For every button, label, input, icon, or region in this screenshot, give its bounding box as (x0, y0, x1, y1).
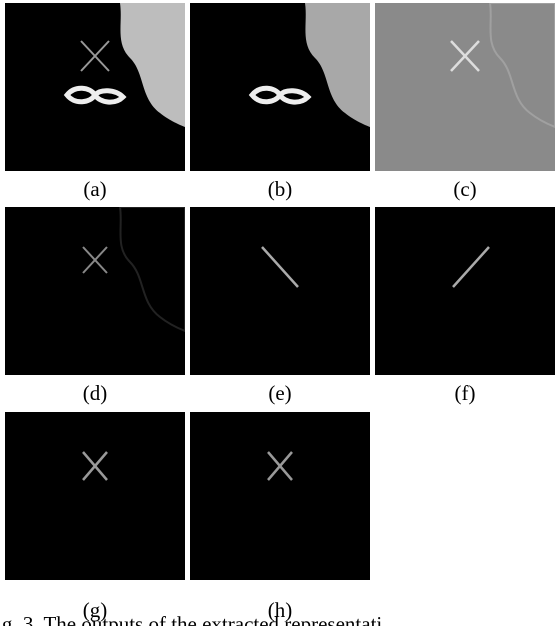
figure-page: ig. 3. The outputs of the extracted repr… (0, 0, 555, 626)
panel-image (5, 412, 185, 580)
image-bg (190, 207, 370, 375)
panel-image (375, 207, 555, 375)
panel-label: (h) (190, 598, 370, 622)
image-bg (375, 3, 555, 171)
panel: (f) (375, 207, 555, 405)
image-bg (190, 412, 370, 580)
panel-label: (g) (5, 598, 185, 622)
panel-image (5, 207, 185, 375)
panel: (e) (190, 207, 370, 405)
panel-image (375, 3, 555, 171)
panel-label: (b) (190, 177, 370, 201)
panel: (a) (5, 3, 185, 201)
panel: (h) (190, 412, 370, 622)
panel-label: (c) (375, 177, 555, 201)
panel-image (5, 3, 185, 171)
panel: (g) (5, 412, 185, 622)
panel-image (190, 207, 370, 375)
panel-label: (d) (5, 381, 185, 405)
panel: (c) (375, 3, 555, 201)
image-bg (375, 207, 555, 375)
panel-image (190, 3, 370, 171)
panel-label: (e) (190, 381, 370, 405)
image-bg (5, 207, 185, 375)
panel: (d) (5, 207, 185, 405)
panel-image (190, 412, 370, 580)
panel: (b) (190, 3, 370, 201)
panel-label: (f) (375, 381, 555, 405)
image-bg (5, 412, 185, 580)
panel-label: (a) (5, 177, 185, 201)
